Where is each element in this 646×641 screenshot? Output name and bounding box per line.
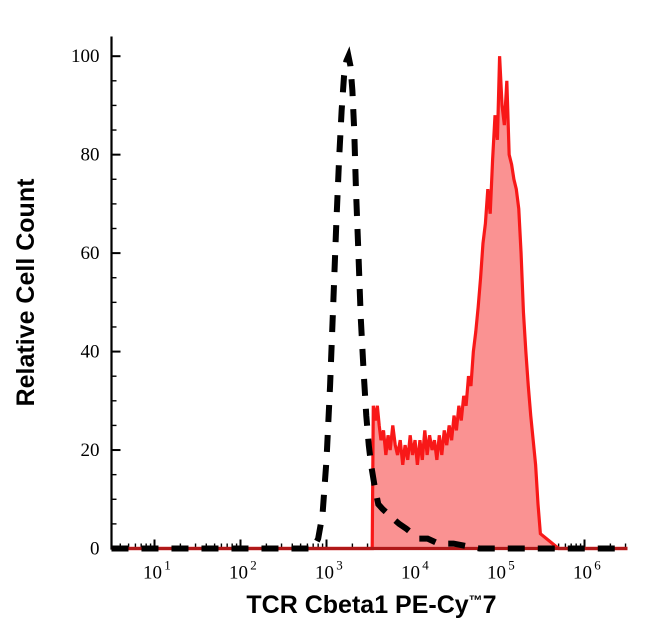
series-group xyxy=(111,46,628,552)
y-tick-label: 60 xyxy=(81,243,100,264)
control-series-dashed xyxy=(111,46,628,552)
y-tick-label: 80 xyxy=(81,145,100,166)
x-tick-exponent: 4 xyxy=(422,558,429,573)
x-tick-exponent: 1 xyxy=(164,558,171,573)
x-tick-exponent: 3 xyxy=(336,558,343,573)
y-tick-label: 0 xyxy=(90,539,100,560)
x-tick-exponent: 6 xyxy=(594,558,601,573)
y-tick-label: 40 xyxy=(81,342,100,363)
x-tick-label: 10 xyxy=(487,563,506,584)
x-axis-label: TCR Cbeta1 PE-Cy™7 xyxy=(246,591,496,619)
x-tick-label: 10 xyxy=(315,563,334,584)
y-tick-label: 20 xyxy=(81,440,100,461)
x-tick-exponent: 5 xyxy=(508,558,515,573)
x-tick-label: 10 xyxy=(401,563,420,584)
sample-series-fill xyxy=(111,56,628,549)
x-tick-exponent: 2 xyxy=(250,558,257,573)
y-axis-label: Relative Cell Count xyxy=(12,178,40,406)
x-tick-label: 10 xyxy=(143,563,162,584)
y-tick-label: 100 xyxy=(71,46,100,67)
x-tick-label: 10 xyxy=(229,563,248,584)
sample-series-outline xyxy=(111,56,628,551)
x-tick-label: 10 xyxy=(573,563,592,584)
